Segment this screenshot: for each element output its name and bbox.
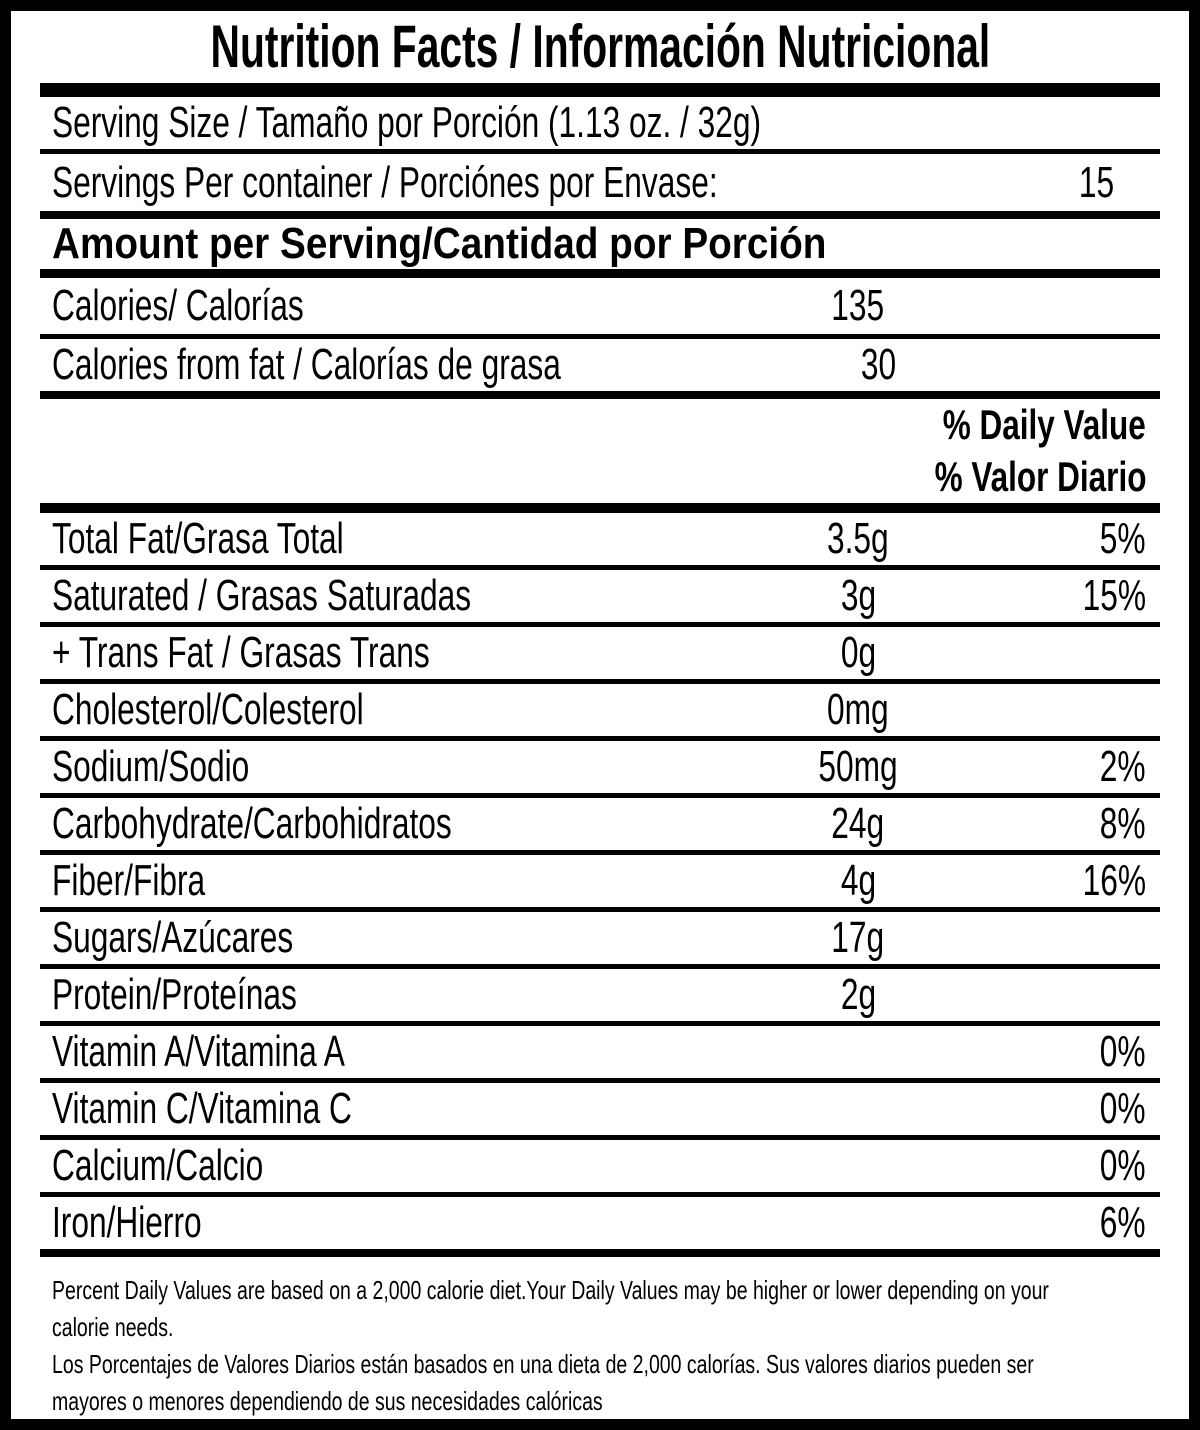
- calories-value: 135: [831, 281, 885, 330]
- nutrient-row-vitamin-a: Vitamin A/Vitamina A 0%: [40, 1026, 1160, 1078]
- calories-from-fat-row: Calories from fat / Calorías de grasa 30: [40, 339, 1160, 391]
- nutrient-row-protein: Protein/Proteínas 2g: [40, 969, 1160, 1021]
- nutrient-label: Vitamin C/Vitamina C: [52, 1084, 352, 1133]
- nutrient-dv: 6%: [1100, 1198, 1146, 1247]
- nutrient-label: Fiber/Fibra: [52, 856, 206, 905]
- label-title: Nutrition Facts / Información Nutriciona…: [210, 13, 990, 80]
- nutrient-label: Protein/Proteínas: [52, 970, 297, 1019]
- nutrient-row-iron: Iron/Hierro 6%: [40, 1197, 1160, 1249]
- nutrient-label: Iron/Hierro: [52, 1198, 202, 1247]
- footnote-line: mayores o menores dependiendo de sus nec…: [52, 1385, 603, 1416]
- divider: [40, 149, 1160, 154]
- divider: [40, 964, 1160, 969]
- footnote-line: Percent Daily Values are based on a 2,00…: [52, 1274, 1049, 1305]
- divider: [40, 679, 1160, 684]
- divider: [40, 793, 1160, 798]
- nutrient-dv: 15%: [1082, 571, 1146, 620]
- nutrient-label: + Trans Fat / Grasas Trans: [52, 628, 430, 677]
- divider: [40, 1249, 1160, 1257]
- nutrient-amount: 17g: [831, 913, 885, 962]
- nutrient-amount: 3g: [840, 571, 876, 620]
- nutrient-dv: 0%: [1100, 1027, 1146, 1076]
- divider: [40, 1192, 1160, 1197]
- nutrient-amount: 50mg: [818, 742, 898, 791]
- divider: [40, 391, 1160, 399]
- nutrient-label: Carbohydrate/Carbohidratos: [52, 799, 452, 848]
- nutrient-amount: 0mg: [827, 685, 889, 734]
- servings-per-container-row: Servings Per container / Porciónes por E…: [40, 154, 1160, 211]
- nutrient-label: Vitamin A/Vitamina A: [52, 1027, 345, 1076]
- title-divider: [40, 83, 1160, 97]
- divider: [40, 907, 1160, 912]
- nutrient-row-carbohydrate: Carbohydrate/Carbohidratos 24g 8%: [40, 798, 1160, 850]
- nutrient-row-fiber: Fiber/Fibra 4g 16%: [40, 855, 1160, 907]
- nutrient-amount: 0g: [840, 628, 876, 677]
- divider: [40, 622, 1160, 627]
- daily-value-header-es: % Valor Diario: [40, 451, 1160, 503]
- label-title-row: Nutrition Facts / Información Nutriciona…: [40, 11, 1160, 83]
- divider: [40, 269, 1160, 278]
- divider: [40, 565, 1160, 570]
- serving-size-row: Serving Size / Tamaño por Porción (1.13 …: [40, 97, 1160, 149]
- nutrient-dv: 0%: [1100, 1141, 1146, 1190]
- nutrient-label: Saturated / Grasas Saturadas: [52, 571, 472, 620]
- footnote-line: calorie needs.: [52, 1311, 174, 1342]
- nutrient-dv: 5%: [1100, 514, 1146, 563]
- divider: [40, 850, 1160, 855]
- nutrient-dv: 0%: [1100, 1084, 1146, 1133]
- nutrient-label: Sugars/Azúcares: [52, 913, 294, 962]
- nutrient-amount: 3.5g: [827, 514, 889, 563]
- divider: [40, 1021, 1160, 1026]
- servings-per-container-value: 15: [1078, 157, 1115, 207]
- nutrient-row-sugars: Sugars/Azúcares 17g: [40, 912, 1160, 964]
- divider: [40, 503, 1160, 513]
- nutrient-dv: 16%: [1082, 856, 1146, 905]
- amount-per-serving-header: Amount per Serving/Cantidad por Porción: [40, 219, 1160, 269]
- nutrient-amount: 24g: [831, 799, 885, 848]
- servings-per-container-label: Servings Per container / Porciónes por E…: [52, 157, 718, 207]
- nutrient-dv: 8%: [1100, 799, 1146, 848]
- nutrient-row-trans-fat: + Trans Fat / Grasas Trans 0g: [40, 627, 1160, 679]
- amount-per-serving-text: Amount per Serving/Cantidad por Porción: [52, 219, 827, 268]
- footnote-line: Los Porcentajes de Valores Diarios están…: [52, 1348, 1034, 1379]
- serving-size-text: Serving Size / Tamaño por Porción (1.13 …: [52, 98, 762, 147]
- divider: [40, 1078, 1160, 1083]
- nutrient-label: Total Fat/Grasa Total: [52, 514, 344, 563]
- divider: [40, 211, 1160, 219]
- nutrient-row-saturated-fat: Saturated / Grasas Saturadas 3g 15%: [40, 570, 1160, 622]
- calories-from-fat-label: Calories from fat / Calorías de grasa: [52, 340, 561, 389]
- divider: [40, 1135, 1160, 1140]
- footnote: Percent Daily Values are based on a 2,00…: [40, 1271, 1160, 1419]
- nutrient-row-cholesterol: Cholesterol/Colesterol 0mg: [40, 684, 1160, 736]
- calories-label: Calories/ Calorías: [52, 281, 304, 330]
- nutrient-row-calcium: Calcium/Calcio 0%: [40, 1140, 1160, 1192]
- nutrient-row-vitamin-c: Vitamin C/Vitamina C 0%: [40, 1083, 1160, 1135]
- daily-value-header-en: % Daily Value: [40, 399, 1160, 451]
- nutrient-row-sodium: Sodium/Sodio 50mg 2%: [40, 741, 1160, 793]
- calories-from-fat-value: 30: [861, 340, 897, 389]
- daily-value-header-es-text: % Valor Diario: [934, 453, 1146, 500]
- nutrient-label: Cholesterol/Colesterol: [52, 685, 364, 734]
- nutrient-dv: 2%: [1100, 742, 1146, 791]
- divider: [40, 736, 1160, 741]
- divider: [40, 334, 1160, 339]
- nutrient-amount: 2g: [840, 970, 876, 1019]
- nutrient-amount: 4g: [840, 856, 876, 905]
- daily-value-header-en-text: % Daily Value: [942, 401, 1146, 448]
- nutrient-label: Sodium/Sodio: [52, 742, 250, 791]
- nutrient-label: Calcium/Calcio: [52, 1141, 264, 1190]
- nutrient-row-total-fat: Total Fat/Grasa Total 3.5g 5%: [40, 513, 1160, 565]
- calories-row: Calories/ Calorías 135: [40, 278, 1160, 334]
